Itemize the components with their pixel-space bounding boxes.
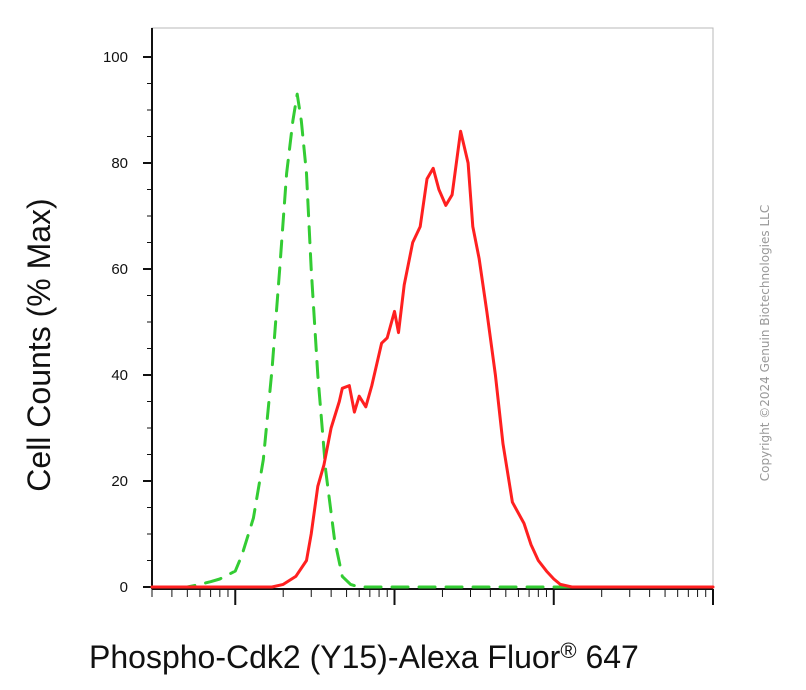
x-axis bbox=[151, 588, 714, 605]
x-axis-title: Phospho-Cdk2 (Y15)-Alexa Fluor® 647 bbox=[89, 638, 639, 675]
y-tick-label: 40 bbox=[111, 367, 128, 384]
x-axis-title-suffix: 647 bbox=[577, 639, 639, 675]
control-histogram-line bbox=[150, 92, 715, 589]
y-tick-label: 20 bbox=[111, 473, 128, 490]
y-tick-label: 100 bbox=[103, 49, 128, 66]
x-axis-title-main: Phospho-Cdk2 (Y15)-Alexa Fluor bbox=[89, 639, 561, 675]
y-tick-label: 60 bbox=[111, 261, 128, 278]
stained-histogram-line bbox=[150, 129, 715, 589]
y-axis-title: Cell Counts (% Max) bbox=[21, 198, 57, 491]
series-layer bbox=[150, 92, 715, 589]
plot-frame bbox=[151, 27, 714, 590]
y-tick-label: 80 bbox=[111, 155, 128, 172]
copyright-text: Copyright ©2024 Genuin Biotechnologies L… bbox=[758, 205, 772, 481]
x-axis-title-registered: ® bbox=[560, 638, 576, 663]
y-axis: 0 20 40 60 80 100 bbox=[103, 28, 153, 596]
y-tick-label: 0 bbox=[120, 579, 128, 596]
